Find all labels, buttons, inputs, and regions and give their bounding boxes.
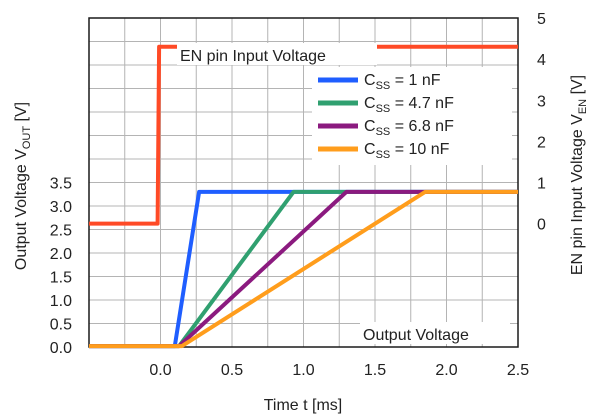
y-right-tick-label: 3 [537,93,546,110]
y-right-tick-label: 1 [537,176,546,193]
legend-label: CSS = 10 nF [364,141,450,161]
x-tick-label: 2.5 [507,362,529,379]
x-tick-label: 1.0 [292,362,314,379]
x-tick-label: 2.0 [435,362,457,379]
en-annotation: EN pin Input Voltage [180,48,326,65]
vout-label-background [360,322,510,344]
y-axis-right-title: EN pin Input Voltage VEN [V] [569,75,589,275]
y-left-tick-label: 0.5 [50,317,72,334]
x-tick-label: 0.0 [149,362,171,379]
legend-label: CSS = 6.8 nF [364,118,454,138]
tick-labels: 0.0 0.5 1.0 1.5 2.0 2.5 0.0 0.5 1.0 1.5 2.0 2.5 3.0 3… [50,11,546,379]
y-right-title-sub: EN [577,99,589,114]
y-right-tick-label: 5 [537,11,546,28]
y-right-title-unit: [V] [569,75,586,99]
vout-annotation: Output Voltage [363,327,469,344]
x-tick-label: 1.5 [364,362,386,379]
series-line [89,189,518,349]
legend: CSS = 1 nF CSS = 4.7 nF CSS = 6.8 nF CSS = … [318,72,454,161]
y-left-title-unit: [V] [13,102,30,126]
y-left-tick-label: 2.5 [50,223,72,240]
legend-label: CSS = 4.7 nF [364,95,454,115]
y-right-tick-label: 4 [537,52,546,69]
en-label-background [177,43,377,65]
y-right-tick-label: 2 [537,134,546,151]
x-axis-title: Time t [ms] [264,397,343,414]
y-right-tick-label: 0 [537,217,546,234]
y-left-tick-label: 1.0 [50,293,72,310]
plot-frame [88,17,519,348]
y-axis-left-title: Output Voltage VOUT [V] [13,102,33,270]
y-right-title-main: EN pin Input Voltage V [569,114,586,275]
y-left-title-sub: OUT [21,126,33,150]
y-left-tick-label: 3.0 [50,199,72,216]
y-left-tick-label: 0.0 [50,340,72,357]
y-left-tick-label: 3.5 [50,176,72,193]
y-left-title-main: Output Voltage V [13,149,30,270]
y-left-tick-label: 1.5 [50,270,72,287]
x-tick-label: 0.5 [221,362,243,379]
legend-label: CSS = 1 nF [364,72,441,92]
y-left-tick-label: 2.0 [50,246,72,263]
